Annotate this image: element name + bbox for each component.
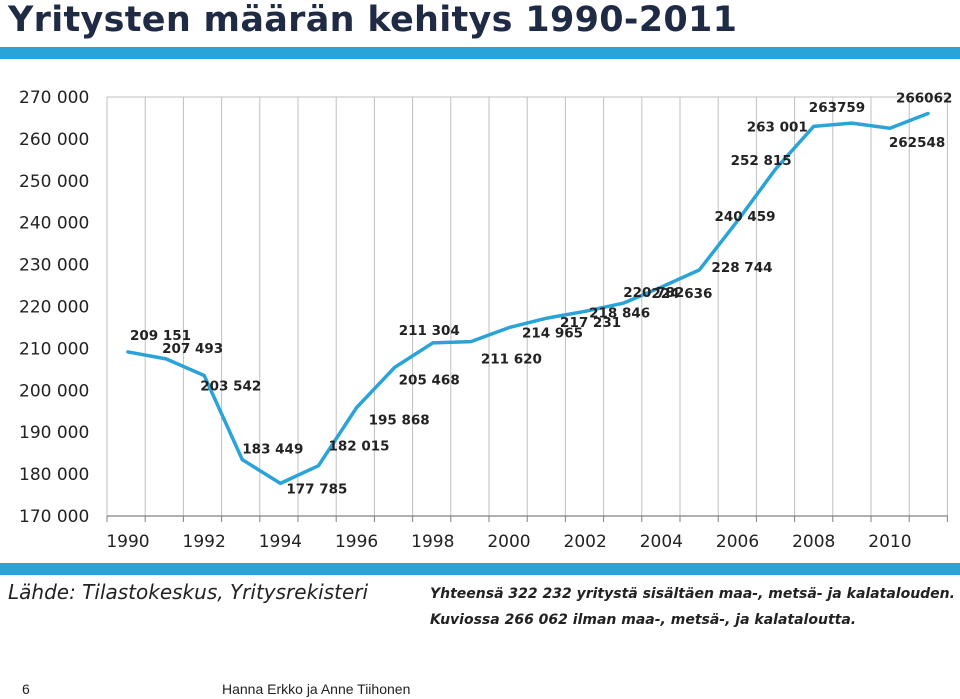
data-label: 228 744	[711, 260, 772, 276]
x-tick-label: 1998	[411, 532, 454, 552]
y-tick-label: 240 000	[19, 214, 89, 234]
y-tick-label: 220 000	[19, 298, 89, 318]
x-tick-label: 1996	[335, 532, 378, 552]
data-label: 195 868	[369, 413, 430, 429]
data-label: 211 620	[481, 352, 542, 368]
x-tick-label: 2010	[868, 532, 911, 552]
data-label: 183 449	[242, 442, 303, 458]
line-chart: 170 000 180 000 190 000 200 000 210 000 220 0…	[19, 88, 952, 552]
data-label: 177 785	[286, 481, 347, 497]
x-tick-label: 2004	[640, 532, 683, 552]
page-number: 6	[22, 681, 30, 697]
x-tick-label: 1990	[106, 532, 149, 552]
y-tick-label: 250 000	[19, 172, 89, 192]
data-label: 203 542	[200, 378, 261, 394]
data-label: 211 304	[399, 323, 460, 339]
data-label: 207 493	[162, 341, 223, 357]
y-tick-label: 170 000	[19, 507, 89, 527]
data-label: 182 015	[328, 439, 389, 455]
x-tick-label: 2008	[792, 532, 835, 552]
data-label: 217 231	[560, 315, 621, 331]
x-tick-label: 2000	[487, 532, 530, 552]
x-tick-label: 1992	[183, 532, 226, 552]
series-line	[126, 111, 930, 486]
source-accent-bar	[0, 563, 960, 575]
author-credit: Hanna Erkko ja Anne Tiihonen	[222, 681, 411, 697]
note-line-2: Kuviossa 266 062 ilman maa-, metsä-, ja …	[430, 612, 857, 628]
page-title: Yritysten määrän kehitys 1990-2011	[8, 0, 738, 40]
y-tick-label: 230 000	[19, 256, 89, 276]
data-label: 262548	[889, 135, 945, 151]
x-tick-label: 2002	[564, 532, 607, 552]
data-label: 240 459	[715, 209, 776, 225]
y-tick-label: 200 000	[19, 381, 89, 401]
x-tick-label: 1994	[259, 532, 302, 552]
y-tick-label: 270 000	[19, 88, 89, 108]
y-tick-label: 210 000	[19, 339, 89, 359]
data-label: 209 151	[130, 328, 191, 344]
source-text: Lähde: Tilastokeskus, Yritysrekisteri	[8, 580, 369, 604]
note-line-1: Yhteensä 322 232 yritystä sisältäen maa-…	[430, 586, 955, 602]
data-label: 266062	[896, 91, 952, 107]
data-label: 220 782	[623, 285, 684, 301]
data-label: 252 815	[731, 153, 792, 169]
data-label: 224 636	[651, 286, 712, 302]
data-label: 205 468	[399, 372, 460, 388]
y-tick-label: 260 000	[19, 130, 89, 150]
y-tick-label: 180 000	[19, 465, 89, 485]
data-label: 214 965	[522, 326, 583, 342]
y-tick-label: 190 000	[19, 423, 89, 443]
data-label: 218 846	[589, 305, 650, 321]
x-tick-label: 2006	[716, 532, 759, 552]
data-label: 263 001	[747, 119, 808, 135]
data-label: 263759	[809, 100, 865, 116]
title-accent-bar	[0, 47, 960, 59]
